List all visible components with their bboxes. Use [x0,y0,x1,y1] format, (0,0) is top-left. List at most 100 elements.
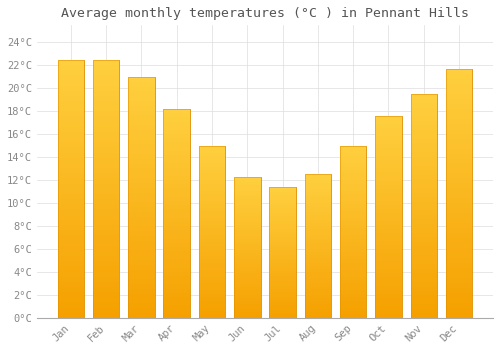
Bar [446,228,472,233]
Bar [198,159,225,163]
Bar [375,116,402,120]
Bar [446,238,472,243]
Bar [164,147,190,151]
Bar [446,79,472,84]
Bar [304,215,331,217]
Bar [58,225,84,230]
Bar [304,260,331,263]
Bar [304,301,331,303]
Bar [234,177,260,318]
Bar [446,183,472,188]
Bar [446,208,472,213]
Bar [164,255,190,259]
Bar [58,70,84,75]
Bar [270,255,296,258]
Bar [234,205,260,208]
Bar [340,304,366,308]
Bar [234,208,260,211]
Bar [58,282,84,287]
Bar [234,244,260,247]
Bar [270,260,296,263]
Bar [234,239,260,241]
Bar [164,130,190,134]
Bar [128,91,154,96]
Bar [375,124,402,128]
Bar [375,217,402,221]
Bar [270,247,296,250]
Bar [446,283,472,288]
Bar [375,184,402,189]
Bar [93,215,120,220]
Bar [128,111,154,116]
Bar [270,258,296,260]
Bar [304,191,331,195]
Bar [375,229,402,233]
Bar [198,204,225,208]
Bar [410,246,437,251]
Bar [198,187,225,190]
Bar [93,85,120,91]
Bar [410,130,437,134]
Bar [164,222,190,226]
Bar [58,189,84,194]
Bar [128,178,154,183]
Bar [375,116,402,318]
Bar [58,163,84,168]
Bar [58,65,84,70]
Bar [270,200,296,203]
Bar [164,214,190,218]
Bar [375,225,402,229]
Bar [410,166,437,170]
Bar [58,132,84,137]
Bar [375,294,402,298]
Bar [128,289,154,294]
Bar [446,198,472,203]
Bar [128,221,154,226]
Bar [58,235,84,240]
Bar [270,195,296,197]
Bar [93,127,120,132]
Bar [340,159,366,163]
Bar [340,266,366,270]
Bar [234,253,260,256]
Bar [164,305,190,309]
Bar [164,234,190,238]
Bar [446,74,472,79]
Bar [164,284,190,289]
Bar [93,276,120,282]
Bar [375,257,402,261]
Bar [93,287,120,292]
Bar [410,161,437,166]
Bar [410,107,437,112]
Bar [446,308,472,313]
Bar [234,287,260,290]
Bar [375,298,402,302]
Bar [58,204,84,209]
Bar [234,228,260,230]
Bar [270,250,296,252]
Bar [375,189,402,192]
Bar [58,60,84,318]
Bar [164,293,190,297]
Bar [164,280,190,285]
Bar [410,148,437,152]
Bar [58,60,84,65]
Bar [270,239,296,242]
Bar [304,174,331,318]
Bar [340,297,366,301]
Bar [270,187,296,190]
Bar [234,278,260,281]
Bar [234,301,260,304]
Bar [304,240,331,243]
Bar [128,260,154,265]
Bar [270,281,296,284]
Bar [93,282,120,287]
Bar [270,271,296,273]
Bar [93,220,120,225]
Bar [410,94,437,318]
Bar [128,139,154,145]
Bar [164,217,190,222]
Bar [304,194,331,197]
Bar [304,220,331,223]
Bar [128,77,154,318]
